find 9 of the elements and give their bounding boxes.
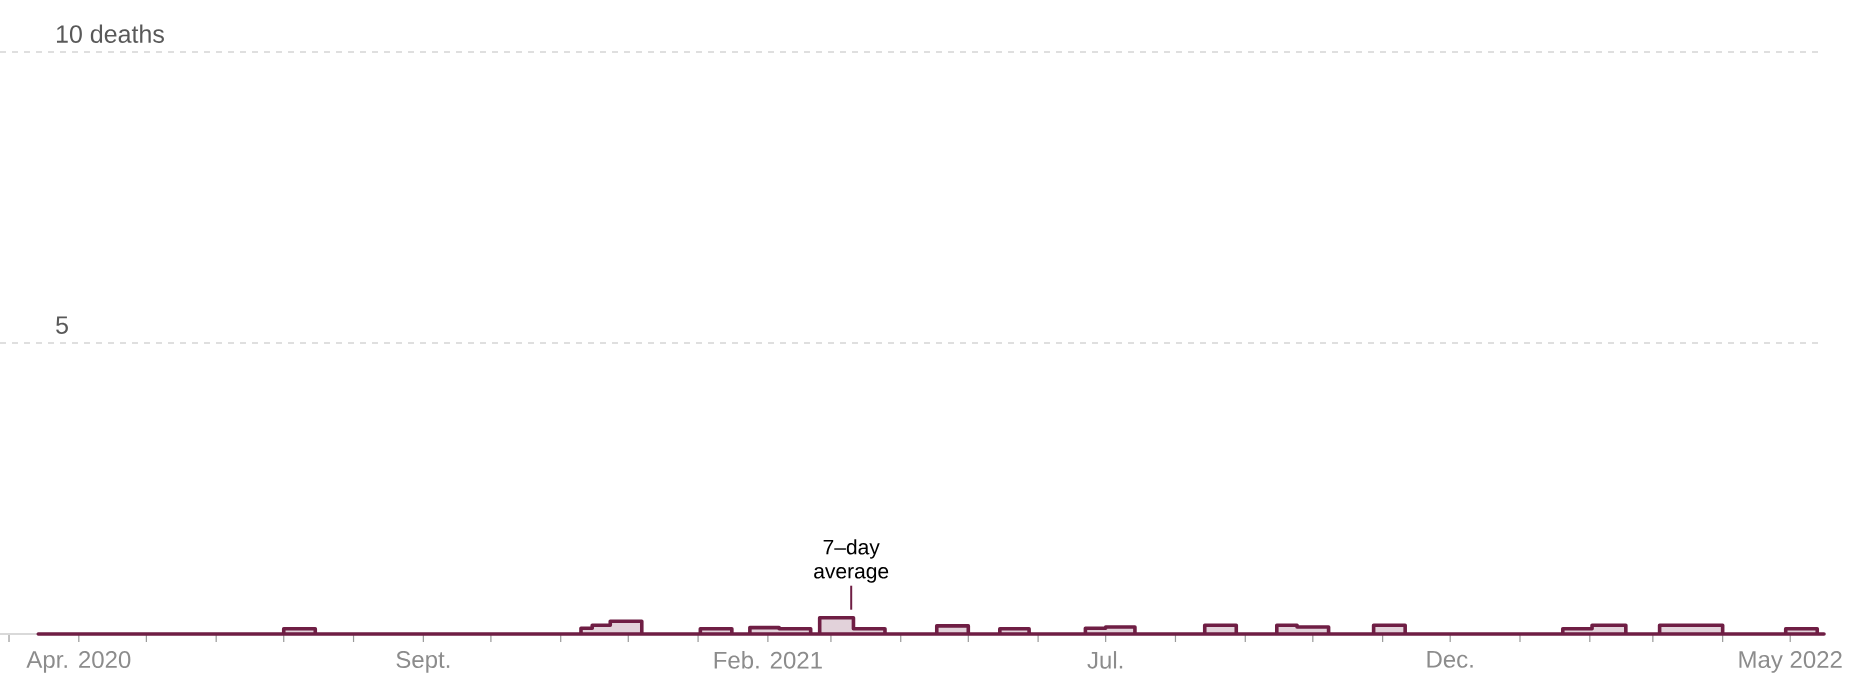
y-tick-label: 10 deaths [56,24,164,43]
annotation: 7–day average [814,539,889,583]
y-tick-label: 5 [56,316,68,334]
x-tick-label: Dec. [1427,651,1473,668]
x-tick-label: Jul. [1087,651,1123,669]
x-tick-label: Apr. 2020 [26,651,131,673]
x-tick-label: Sept. [396,651,450,673]
x-tick-label: Feb. 2021 [714,651,822,669]
x-tick-label: May 2022 [1739,651,1842,673]
